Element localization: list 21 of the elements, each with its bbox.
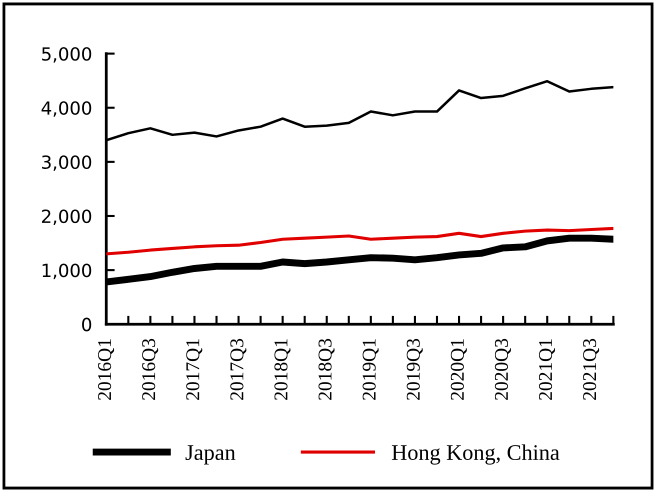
line-series <box>106 226 614 256</box>
y-tick-label: 1,000 <box>42 264 92 280</box>
x-tick-label: 2021Q3 <box>583 338 600 400</box>
x-tick-label: 2017Q1 <box>186 339 202 400</box>
y-tick-label: 3,000 <box>42 155 92 171</box>
x-tick-label: 2018Q1 <box>274 339 290 400</box>
x-tick-label: 2016Q1 <box>98 339 114 400</box>
x-tick-label: 2018Q3 <box>318 338 335 400</box>
y-tick-label: 4,000 <box>42 101 92 117</box>
y-tick-label: 5,000 <box>42 47 92 63</box>
y-tick-label: 0 <box>82 318 92 332</box>
x-tick-label: 2020Q1 <box>450 339 467 400</box>
y-tick-label: 2,000 <box>42 209 92 225</box>
x-tick-label: 2019Q1 <box>362 339 379 400</box>
x-tick-label: 2016Q3 <box>142 338 158 400</box>
x-tick-label: 2021Q1 <box>538 339 556 400</box>
x-tick-label: 2019Q3 <box>406 338 423 400</box>
x-tick-label: 2020Q3 <box>494 338 511 400</box>
legend-label: Japan <box>186 445 236 465</box>
legend-label: Hong Kong, China <box>392 444 560 465</box>
x-tick-label: 2017Q3 <box>230 338 246 400</box>
